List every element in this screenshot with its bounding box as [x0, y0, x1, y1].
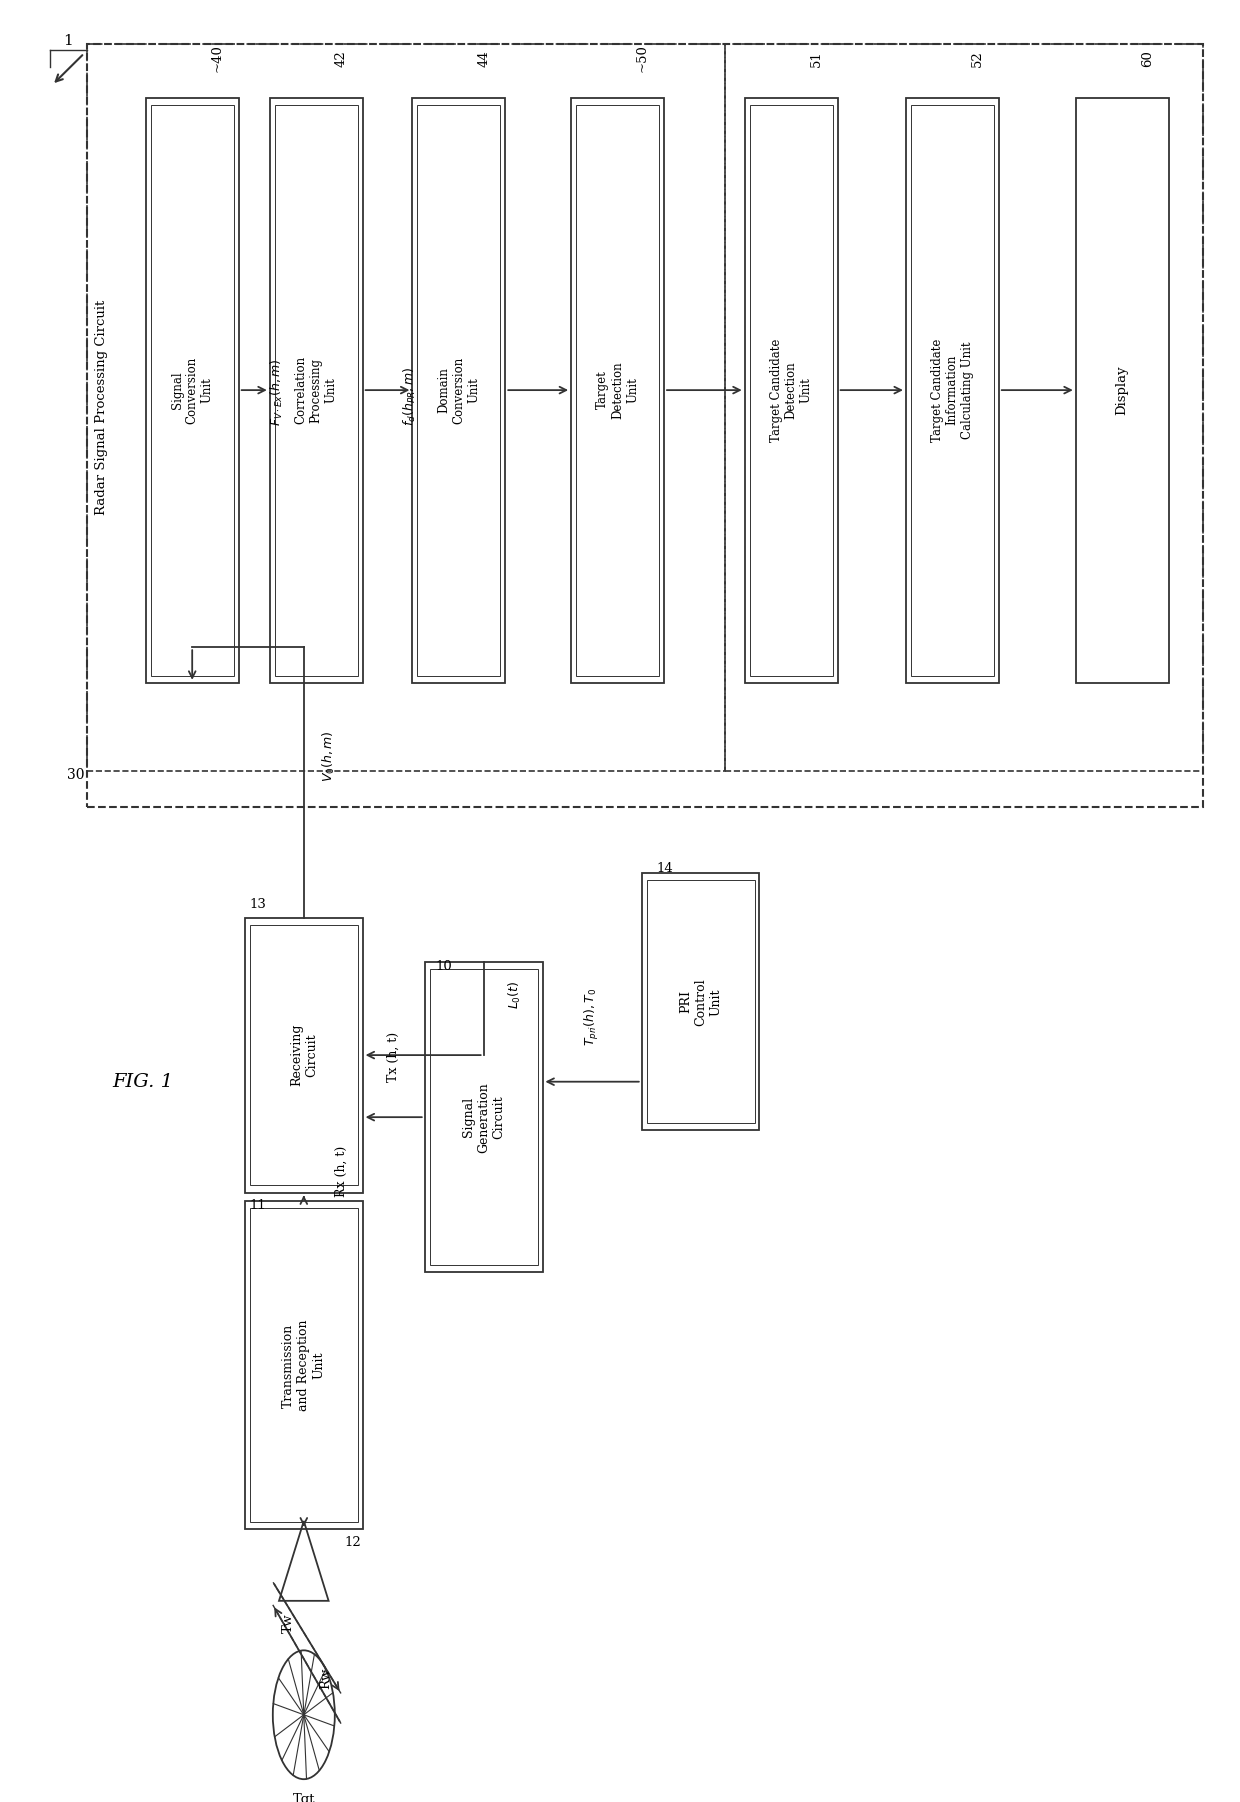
- Text: Tgt: Tgt: [293, 1793, 315, 1802]
- Bar: [430, 969, 538, 1265]
- Bar: [647, 881, 754, 1123]
- Text: Receiving
Circuit: Receiving Circuit: [290, 1024, 317, 1087]
- Text: Tw: Tw: [281, 1613, 295, 1633]
- Text: Rx (h, t): Rx (h, t): [335, 1146, 347, 1197]
- Text: PRI
Control
Unit: PRI Control Unit: [680, 978, 722, 1025]
- Text: Target Candidate
Detection
Unit: Target Candidate Detection Unit: [770, 339, 812, 441]
- Bar: [87, 45, 1203, 807]
- Text: 44: 44: [477, 50, 490, 67]
- Text: Target Candidate
Information
Calculating Unit: Target Candidate Information Calculating…: [931, 339, 973, 441]
- Bar: [246, 917, 362, 1193]
- Text: ~50: ~50: [636, 45, 649, 72]
- Text: Domain
Conversion
Unit: Domain Conversion Unit: [438, 357, 480, 423]
- Text: Signal
Conversion
Unit: Signal Conversion Unit: [171, 357, 213, 423]
- Bar: [575, 105, 660, 676]
- Bar: [570, 97, 665, 683]
- Text: $F_{V \cdot Ex}(h, m)$: $F_{V \cdot Ex}(h, m)$: [269, 359, 284, 425]
- Text: 13: 13: [249, 897, 267, 910]
- Text: Display: Display: [1116, 366, 1128, 414]
- Bar: [1076, 97, 1168, 683]
- Text: 10: 10: [435, 960, 453, 973]
- Text: 1: 1: [63, 34, 73, 49]
- Text: ~40: ~40: [211, 45, 223, 72]
- Bar: [725, 45, 1203, 771]
- Bar: [424, 962, 543, 1272]
- Text: $T_{pri}(h), T_0$: $T_{pri}(h), T_0$: [583, 987, 601, 1047]
- Text: 52: 52: [971, 50, 983, 67]
- Text: $f_d(h_{PR}, m)$: $f_d(h_{PR}, m)$: [402, 366, 418, 425]
- Text: Signal
Generation
Circuit: Signal Generation Circuit: [463, 1081, 505, 1153]
- Text: 30: 30: [67, 768, 84, 782]
- Bar: [749, 105, 833, 676]
- Bar: [270, 97, 362, 683]
- Text: Tx (h, t): Tx (h, t): [387, 1031, 401, 1081]
- Text: Radar Signal Processing Circuit: Radar Signal Processing Circuit: [95, 301, 108, 515]
- Bar: [642, 874, 759, 1130]
- Text: 11: 11: [249, 1200, 267, 1213]
- Text: $L_0(t)$: $L_0(t)$: [507, 980, 522, 1009]
- Bar: [151, 105, 233, 676]
- Ellipse shape: [273, 1651, 335, 1779]
- Text: 42: 42: [335, 50, 347, 67]
- Bar: [146, 97, 238, 683]
- Text: FIG. 1: FIG. 1: [112, 1072, 174, 1090]
- Text: 60: 60: [1141, 50, 1153, 67]
- Text: Transmission
and Reception
Unit: Transmission and Reception Unit: [283, 1319, 325, 1411]
- Bar: [275, 105, 358, 676]
- Bar: [412, 97, 506, 683]
- Text: Correlation
Processing
Unit: Correlation Processing Unit: [295, 357, 337, 423]
- Text: 12: 12: [345, 1537, 362, 1550]
- Bar: [250, 924, 357, 1186]
- Text: 51: 51: [810, 50, 822, 67]
- Bar: [905, 97, 999, 683]
- Bar: [87, 45, 725, 771]
- Bar: [250, 1209, 357, 1523]
- Text: $V_0(h, m)$: $V_0(h, m)$: [321, 732, 336, 782]
- Text: Rw: Rw: [319, 1667, 332, 1688]
- Text: Target
Detection
Unit: Target Detection Unit: [596, 362, 639, 418]
- Text: 14: 14: [656, 863, 673, 876]
- Bar: [246, 1202, 362, 1530]
- Bar: [744, 97, 837, 683]
- Bar: [910, 105, 994, 676]
- Bar: [417, 105, 501, 676]
